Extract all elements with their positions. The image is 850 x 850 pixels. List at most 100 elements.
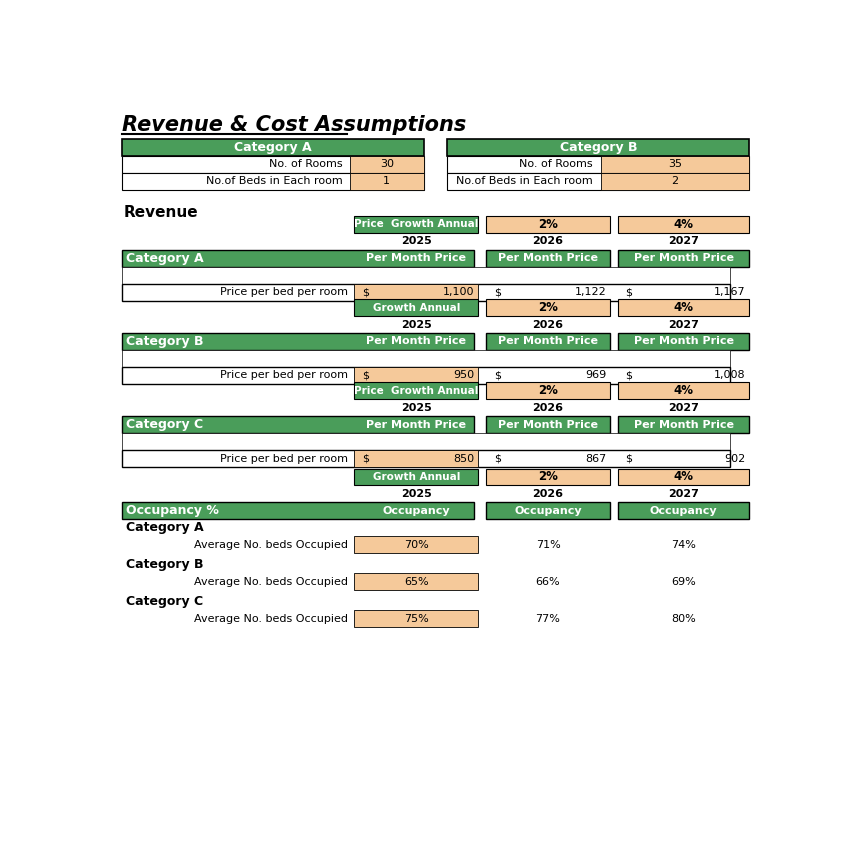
- Text: Price  Growth Annual: Price Growth Annual: [354, 219, 479, 230]
- Text: $: $: [626, 454, 632, 463]
- Text: Price per bed per room: Price per bed per room: [220, 454, 348, 463]
- Text: Category B: Category B: [127, 558, 204, 571]
- Text: Price per bed per room: Price per bed per room: [220, 371, 348, 380]
- Text: $: $: [494, 287, 501, 298]
- Text: 35: 35: [668, 159, 682, 169]
- Text: 1: 1: [383, 176, 390, 186]
- Text: 69%: 69%: [672, 576, 696, 586]
- Text: 80%: 80%: [672, 614, 696, 624]
- FancyBboxPatch shape: [618, 333, 750, 350]
- Text: 2%: 2%: [538, 218, 558, 231]
- Text: $: $: [362, 371, 369, 380]
- Text: 2027: 2027: [668, 489, 699, 499]
- Text: 902: 902: [724, 454, 745, 463]
- Text: 850: 850: [453, 454, 474, 463]
- Text: 2027: 2027: [668, 320, 699, 330]
- FancyBboxPatch shape: [122, 416, 474, 434]
- FancyBboxPatch shape: [122, 139, 424, 156]
- Text: Per Month Price: Per Month Price: [498, 337, 598, 347]
- Text: 1,008: 1,008: [714, 371, 745, 380]
- Text: Category C: Category C: [127, 418, 203, 431]
- Text: $: $: [362, 287, 369, 298]
- Text: 950: 950: [453, 371, 474, 380]
- Text: Average No. beds Occupied: Average No. beds Occupied: [194, 540, 348, 550]
- Text: Revenue & Cost Assumptions: Revenue & Cost Assumptions: [122, 115, 466, 135]
- Text: Occupancy: Occupancy: [514, 506, 581, 516]
- Text: Average No. beds Occupied: Average No. beds Occupied: [194, 614, 348, 624]
- Text: 2%: 2%: [538, 384, 558, 397]
- Text: Price  Growth Annual: Price Growth Annual: [354, 386, 479, 396]
- FancyBboxPatch shape: [350, 156, 424, 173]
- Text: 4%: 4%: [673, 301, 694, 314]
- Text: 2027: 2027: [668, 403, 699, 413]
- FancyBboxPatch shape: [354, 573, 479, 590]
- FancyBboxPatch shape: [486, 250, 610, 267]
- Text: Price per bed per room: Price per bed per room: [220, 287, 348, 298]
- Text: $: $: [626, 371, 632, 380]
- Text: 1,167: 1,167: [714, 287, 745, 298]
- FancyBboxPatch shape: [618, 502, 750, 519]
- Text: 2025: 2025: [401, 236, 432, 246]
- FancyBboxPatch shape: [486, 333, 610, 350]
- FancyBboxPatch shape: [122, 284, 730, 301]
- FancyBboxPatch shape: [447, 173, 750, 190]
- FancyBboxPatch shape: [354, 216, 479, 233]
- Text: No.of Beds in Each room: No.of Beds in Each room: [206, 176, 343, 186]
- Text: 2026: 2026: [532, 403, 564, 413]
- FancyBboxPatch shape: [122, 502, 474, 519]
- Text: 2026: 2026: [532, 489, 564, 499]
- FancyBboxPatch shape: [618, 382, 750, 399]
- FancyBboxPatch shape: [122, 333, 474, 350]
- Text: Per Month Price: Per Month Price: [366, 253, 467, 264]
- Text: Category A: Category A: [127, 521, 204, 535]
- Text: $: $: [626, 287, 632, 298]
- Text: 77%: 77%: [536, 614, 560, 624]
- Text: 2026: 2026: [532, 320, 564, 330]
- FancyBboxPatch shape: [122, 367, 730, 384]
- Text: Revenue: Revenue: [123, 206, 198, 220]
- FancyBboxPatch shape: [354, 382, 479, 399]
- FancyBboxPatch shape: [447, 139, 750, 156]
- Text: 4%: 4%: [673, 218, 694, 231]
- FancyBboxPatch shape: [354, 536, 479, 553]
- FancyBboxPatch shape: [122, 156, 424, 173]
- Text: 2: 2: [672, 176, 678, 186]
- FancyBboxPatch shape: [618, 299, 750, 316]
- Text: Per Month Price: Per Month Price: [633, 420, 734, 429]
- Text: $: $: [362, 454, 369, 463]
- Text: Occupancy: Occupancy: [382, 506, 450, 516]
- Text: Per Month Price: Per Month Price: [366, 420, 467, 429]
- FancyBboxPatch shape: [354, 610, 479, 627]
- Text: 2026: 2026: [532, 236, 564, 246]
- FancyBboxPatch shape: [354, 450, 479, 467]
- Text: Category B: Category B: [559, 141, 638, 154]
- Text: Per Month Price: Per Month Price: [633, 253, 734, 264]
- FancyBboxPatch shape: [354, 367, 479, 384]
- Text: 65%: 65%: [404, 576, 428, 586]
- Text: 969: 969: [585, 371, 606, 380]
- Text: 74%: 74%: [672, 540, 696, 550]
- FancyBboxPatch shape: [618, 216, 750, 233]
- FancyBboxPatch shape: [122, 250, 474, 267]
- Text: 70%: 70%: [404, 540, 428, 550]
- Text: Category C: Category C: [127, 595, 203, 609]
- Text: 2027: 2027: [668, 236, 699, 246]
- Text: Growth Annual: Growth Annual: [372, 472, 460, 482]
- Text: 2025: 2025: [401, 403, 432, 413]
- Text: $: $: [494, 454, 501, 463]
- FancyBboxPatch shape: [486, 502, 610, 519]
- Text: 66%: 66%: [536, 576, 560, 586]
- Text: Growth Annual: Growth Annual: [372, 303, 460, 313]
- Text: Per Month Price: Per Month Price: [366, 337, 467, 347]
- Text: No. of Rooms: No. of Rooms: [519, 159, 593, 169]
- Text: 867: 867: [585, 454, 606, 463]
- Text: 30: 30: [380, 159, 394, 169]
- FancyBboxPatch shape: [354, 468, 479, 485]
- FancyBboxPatch shape: [350, 173, 424, 190]
- Text: Occupancy %: Occupancy %: [127, 504, 219, 518]
- Text: Average No. beds Occupied: Average No. beds Occupied: [194, 576, 348, 586]
- FancyBboxPatch shape: [601, 173, 750, 190]
- Text: Per Month Price: Per Month Price: [498, 253, 598, 264]
- Text: Category A: Category A: [127, 252, 204, 265]
- Text: No. of Rooms: No. of Rooms: [269, 159, 343, 169]
